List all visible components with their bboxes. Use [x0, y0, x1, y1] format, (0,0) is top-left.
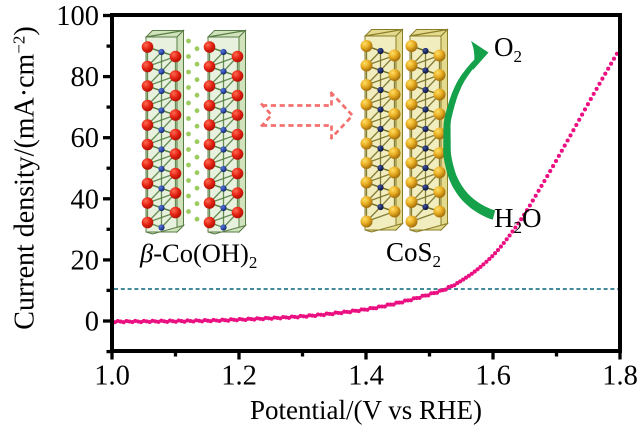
- svg-text:CoS2: CoS2: [386, 237, 441, 271]
- svg-text:100: 100: [56, 1, 99, 32]
- svg-text:20: 20: [71, 245, 100, 276]
- svg-text:0: 0: [85, 307, 99, 338]
- svg-text:1.8: 1.8: [602, 361, 638, 392]
- svg-text:60: 60: [71, 123, 100, 154]
- svg-text:β-Co(OH)2: β-Co(OH)2: [139, 238, 257, 272]
- svg-text:80: 80: [71, 62, 100, 93]
- svg-text:1.6: 1.6: [475, 361, 511, 392]
- svg-text:1.2: 1.2: [221, 361, 257, 392]
- svg-text:1.0: 1.0: [94, 361, 130, 392]
- svg-text:Current density/(mA·cm−2): Current density/(mA·cm−2): [10, 26, 41, 329]
- svg-text:40: 40: [71, 184, 100, 215]
- svg-text:Potential/(V vs RHE): Potential/(V vs RHE): [250, 395, 482, 425]
- svg-text:1.4: 1.4: [348, 361, 384, 392]
